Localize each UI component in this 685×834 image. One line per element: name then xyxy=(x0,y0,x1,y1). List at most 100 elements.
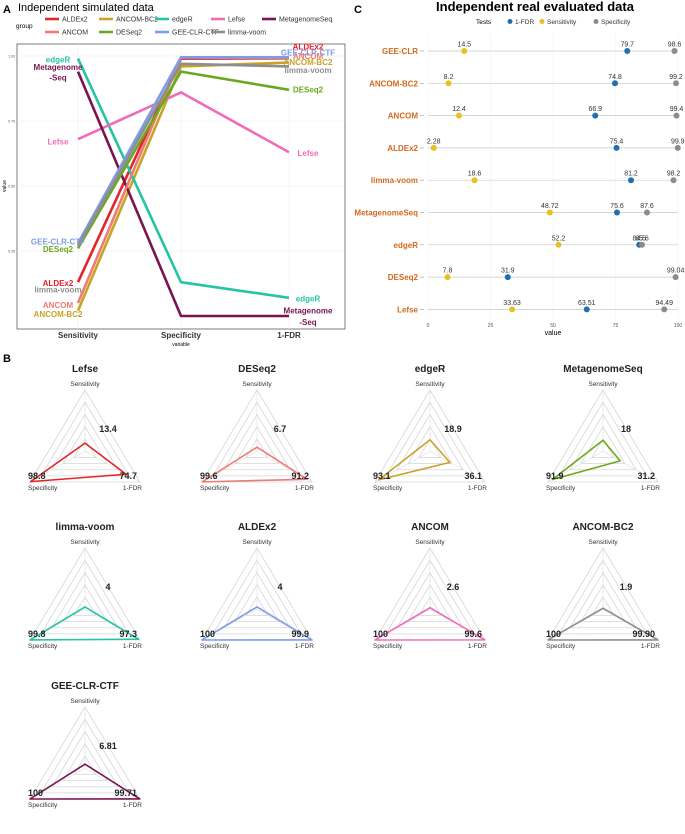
radar-axis-sensitivity: Sensitivity xyxy=(70,381,100,388)
left-label-limma-voom: limma-voom xyxy=(34,286,81,295)
panel-a: A Independent simulated data group ALDEx… xyxy=(2,2,346,348)
legend-label-edger: edgeR xyxy=(172,17,193,24)
dot-specificity-limma-voom xyxy=(670,177,677,184)
radar-axis-1-fdr: 1-FDR xyxy=(123,802,142,809)
legend-label-limma-voom: limma-voom xyxy=(228,30,266,37)
value-label-specificity-metagenomeseq: 87.6 xyxy=(640,203,654,210)
radar-axis-1-fdr: 1-FDR xyxy=(641,643,660,650)
radar-grid-ring xyxy=(40,718,130,794)
right-label-edger: edgeR xyxy=(296,295,321,304)
radar-value-1-fdr: 91.2 xyxy=(291,471,309,481)
panel-a-ytick-label: 0.50 xyxy=(8,185,15,189)
panel-a-xtick-sensitivity: Sensitivity xyxy=(58,331,99,340)
dot-sensitivity-limma-voom xyxy=(471,177,478,184)
panel-c-legend: 1-FDR Sensitivity Specificity xyxy=(507,19,631,26)
radar-axis-sensitivity: Sensitivity xyxy=(415,539,445,546)
left-label-edger: edgeR xyxy=(46,55,71,64)
radar-value-specificity: 100 xyxy=(546,629,561,639)
line-metagenomeseq xyxy=(76,71,289,318)
left-label-gee-clr-ctf: GEE-CLR-CTF xyxy=(31,237,85,246)
panel-a-legend: ALDEx2 ANCOM-BC2 edgeR Lefse MetagenomeSeq AN… xyxy=(45,17,332,37)
line-aldex2 xyxy=(76,57,289,283)
radar-value-sensitivity: 13.4 xyxy=(99,424,117,434)
radar-grid-ring xyxy=(29,389,141,483)
panel-b-label: B xyxy=(3,353,11,365)
radar-axis-specificity: Specificity xyxy=(28,802,58,809)
value-label-specificity-edger: 85.6 xyxy=(635,235,649,242)
panel-c-legend-title: Tests xyxy=(476,19,492,26)
panel-a-ylabel: value xyxy=(2,180,8,192)
radar-spoke xyxy=(547,451,604,483)
radar-polygon xyxy=(29,763,141,800)
radar-grid-ring xyxy=(40,401,130,477)
legend-text-1-fdr: 1-FDR xyxy=(515,19,534,26)
dot-specificity-ancom-bc2 xyxy=(673,80,679,87)
panel-a-axes: 0.25 0.50 0.75 1.00 Sensitivity Specificity 1-… xyxy=(8,55,301,341)
radar-polygon xyxy=(201,606,313,641)
radar-polygon xyxy=(29,442,127,483)
radar-grid-ring xyxy=(407,584,453,622)
panel-a-lines xyxy=(76,55,290,318)
radar-axis-specificity: Specificity xyxy=(28,485,58,492)
radar-axis-1-fdr: 1-FDR xyxy=(468,485,487,492)
method-label-ancom-bc2: ANCOM-BC2 xyxy=(369,79,418,88)
radar-title: ANCOM xyxy=(411,522,449,533)
dot-1-fdr-metagenomeseq xyxy=(614,209,620,216)
radar-axis-1-fdr: 1-FDR xyxy=(123,643,142,650)
dot-1-fdr-aldex2 xyxy=(613,144,620,151)
radar-grid-ring xyxy=(385,401,475,477)
radar-grid-ring xyxy=(223,413,291,471)
dot-sensitivity-edger xyxy=(555,241,562,248)
value-label-sensitivity-ancom: 12.4 xyxy=(452,106,466,113)
radar-grid-ring xyxy=(580,426,626,465)
dot-1-fdr-limma-voom xyxy=(628,177,634,184)
panel-c-xtick-label: 50 xyxy=(550,323,556,329)
value-label-sensitivity-limma-voom: 18.6 xyxy=(468,171,482,178)
legend-label-aldex2: ALDEx2 xyxy=(62,17,88,24)
radar-value-sensitivity: 1.9 xyxy=(620,582,633,592)
radar-axis-sensitivity: Sensitivity xyxy=(588,381,618,388)
radar-grid-ring xyxy=(73,755,97,775)
radar-grid-ring xyxy=(591,438,615,458)
right-label-gee-clr-ctf: GEE-CLR-CTF xyxy=(281,48,335,57)
method-label-ancom: ANCOM xyxy=(388,112,419,121)
panel-a-ytick-label: 0.75 xyxy=(8,120,15,124)
radar-grid-ring xyxy=(234,584,280,622)
legend-dot-sensitivity xyxy=(539,19,545,24)
right-label-deseq2: DESeq2 xyxy=(293,85,324,94)
line-deseq2 xyxy=(76,70,290,250)
panel-b: B Lefse Sensitivity Specificity 1-FDR 13.4 98… xyxy=(3,353,660,809)
radar-polygon xyxy=(377,438,451,481)
radar-axis-specificity: Specificity xyxy=(28,643,58,650)
radar-grid-ring xyxy=(418,438,442,458)
legend-label-deseq2: DESeq2 xyxy=(116,30,142,37)
radar-title: ANCOM-BC2 xyxy=(572,522,634,533)
radar-polygon xyxy=(29,606,140,641)
radar-axis-1-fdr: 1-FDR xyxy=(641,485,660,492)
dot-1-fdr-ancom xyxy=(592,112,599,119)
line-limma-voom xyxy=(76,62,290,247)
radar-axis-1-fdr: 1-FDR xyxy=(295,643,314,650)
radar-spoke xyxy=(29,451,86,483)
dot-sensitivity-ancom-bc2 xyxy=(445,80,452,87)
line-edger xyxy=(76,58,290,300)
radar-grid-ring xyxy=(558,559,648,635)
radar-axis-specificity: Specificity xyxy=(546,485,576,492)
panel-a-xtick-1-fdr: 1-FDR xyxy=(277,331,301,340)
radar-limma-voom: limma-voom Sensitivity Specificity 1-FDR 4 99… xyxy=(28,522,142,650)
radar-value-sensitivity: 6.81 xyxy=(99,741,117,751)
radar-value-sensitivity: 18.9 xyxy=(444,424,462,434)
left-label-seq: -Seq xyxy=(49,74,66,83)
radar-grid-ring xyxy=(62,584,108,622)
radar-value-1-fdr: 99.6 xyxy=(464,629,482,639)
dot-specificity-lefse xyxy=(661,306,668,313)
value-label-sensitivity-ancom-bc2: 8.2 xyxy=(444,74,454,81)
radar-grid-ring xyxy=(234,426,280,465)
right-label-limma-voom: limma-voom xyxy=(284,66,331,75)
dot-1-fdr-gee-clr xyxy=(624,48,631,54)
legend-text-specificity: Specificity xyxy=(601,19,631,26)
radar-spoke xyxy=(602,451,659,483)
radar-value-specificity: 100 xyxy=(373,629,388,639)
radar-grid-ring xyxy=(396,571,464,629)
radar-value-specificity: 91.9 xyxy=(546,471,564,481)
